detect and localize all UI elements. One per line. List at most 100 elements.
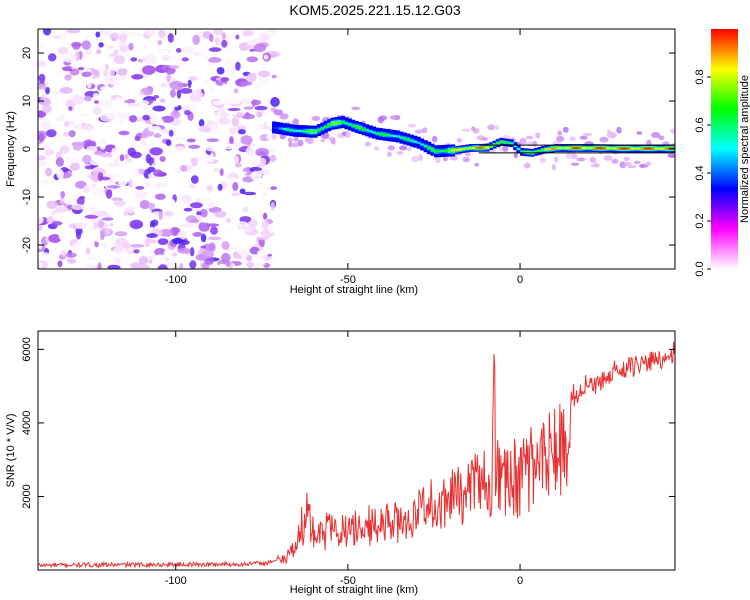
noise-blob: [227, 107, 241, 112]
noise-blob: [211, 85, 220, 89]
noise-blob: [113, 55, 126, 65]
track-halo: [636, 131, 643, 135]
track-halo: [667, 153, 675, 158]
noise-blob: [205, 126, 211, 133]
noise-blob: [84, 95, 92, 102]
noise-blob: [170, 199, 176, 210]
signal-track-cell: [458, 148, 463, 151]
noise-blob: [224, 133, 229, 141]
noise-blob: [255, 147, 270, 157]
noise-blob: [52, 91, 62, 95]
noise-blob: [117, 68, 128, 76]
track-halo: [291, 142, 300, 148]
noise-blob: [253, 43, 267, 53]
noise-blob: [40, 120, 49, 130]
signal-track-cell: [416, 141, 421, 144]
noise-blob: [153, 169, 163, 177]
signal-track-cell: [354, 125, 359, 128]
signal-track-cell: [434, 150, 438, 153]
track-halo: [606, 131, 617, 139]
noise-blob: [241, 97, 251, 106]
noise-blob: [177, 247, 191, 254]
noise-blob: [240, 135, 253, 145]
noise-blob: [130, 57, 138, 62]
signal-track-cell: [344, 122, 349, 125]
noise-blob: [143, 106, 149, 111]
track-halo: [616, 126, 622, 134]
signal-track-cell: [454, 149, 459, 151]
signal-track-cell: [537, 149, 542, 152]
noise-blob: [102, 243, 108, 249]
noise-blob: [104, 76, 117, 83]
noise-blob: [201, 250, 214, 259]
signal-track-cell: [499, 140, 504, 143]
signal-track-cell: [444, 149, 449, 152]
noise-blob: [209, 128, 221, 135]
colorbar-tick-label: 0.6: [694, 117, 706, 132]
noise-blob: [243, 191, 257, 196]
track-halo: [513, 152, 518, 159]
track-halo: [576, 157, 586, 162]
signal-track-cell: [358, 126, 363, 130]
noise-blob: [268, 85, 282, 96]
noise-blob: [189, 202, 203, 209]
noise-blob: [259, 157, 267, 166]
noise-blob: [158, 178, 169, 184]
noise-blob: [134, 169, 140, 178]
noise-blob: [84, 165, 95, 170]
noise-blob: [200, 245, 207, 249]
noise-blob: [171, 256, 184, 264]
track-halo: [474, 162, 480, 167]
noise-blob: [239, 188, 246, 195]
noise-blob: [100, 152, 114, 158]
colorbar-tick-label: 0.4: [694, 165, 706, 180]
signal-track-cell: [272, 126, 277, 129]
noise-blob: [255, 164, 266, 168]
noise-blob: [239, 81, 253, 86]
track-halo: [532, 140, 538, 147]
noise-blob: [190, 167, 198, 172]
noise-blob: [39, 204, 46, 212]
noise-blob: [55, 206, 69, 213]
colorbar-tick-label: 0.0: [694, 261, 706, 276]
noise-blob: [179, 263, 184, 269]
signal-track-cell: [478, 146, 483, 149]
signal-track-cell: [533, 150, 538, 153]
signal-track-cell: [320, 127, 325, 130]
noise-blob: [137, 59, 143, 63]
signal-track-cell: [471, 146, 476, 149]
track-halo: [627, 165, 637, 169]
noise-blob: [206, 138, 219, 142]
y-tick-label: 2000: [21, 484, 33, 508]
noise-blob: [83, 185, 90, 193]
signal-track-cell: [544, 148, 549, 151]
signal-track-cell: [551, 147, 555, 150]
signal-track-cell: [506, 141, 511, 144]
noise-blob: [168, 262, 176, 267]
signal-track-cell: [406, 138, 411, 141]
noise-blob: [181, 175, 193, 181]
track-halo: [287, 137, 293, 143]
noise-blob: [71, 94, 85, 105]
noise-blob: [148, 202, 155, 211]
track-halo: [297, 139, 304, 147]
noise-blob: [148, 125, 162, 133]
noise-blob: [100, 231, 105, 241]
noise-blob: [250, 180, 264, 186]
noise-blob: [190, 175, 199, 184]
noise-blob: [242, 29, 254, 37]
track-halo: [351, 106, 361, 111]
noise-blob: [97, 249, 104, 260]
noise-blob: [213, 168, 219, 172]
noise-blob: [99, 195, 110, 205]
signal-track-cell: [588, 147, 593, 149]
noise-blob: [58, 47, 69, 55]
noise-blob: [212, 111, 221, 119]
noise-blob: [94, 100, 99, 104]
noise-blob: [90, 182, 97, 189]
noise-blob: [114, 257, 122, 266]
signal-track-cell: [606, 147, 611, 150]
noise-blob: [169, 89, 176, 98]
noise-blob: [151, 144, 156, 148]
noise-blob: [56, 169, 64, 179]
